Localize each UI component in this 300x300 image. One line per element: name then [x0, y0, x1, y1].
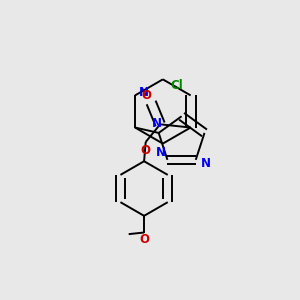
Text: O: O — [140, 144, 150, 157]
Text: O: O — [140, 233, 150, 246]
Text: Cl: Cl — [171, 79, 184, 92]
Text: N: N — [201, 157, 211, 169]
Text: N: N — [152, 117, 162, 130]
Text: N: N — [156, 146, 166, 159]
Text: O: O — [141, 89, 151, 102]
Text: N: N — [139, 86, 149, 99]
